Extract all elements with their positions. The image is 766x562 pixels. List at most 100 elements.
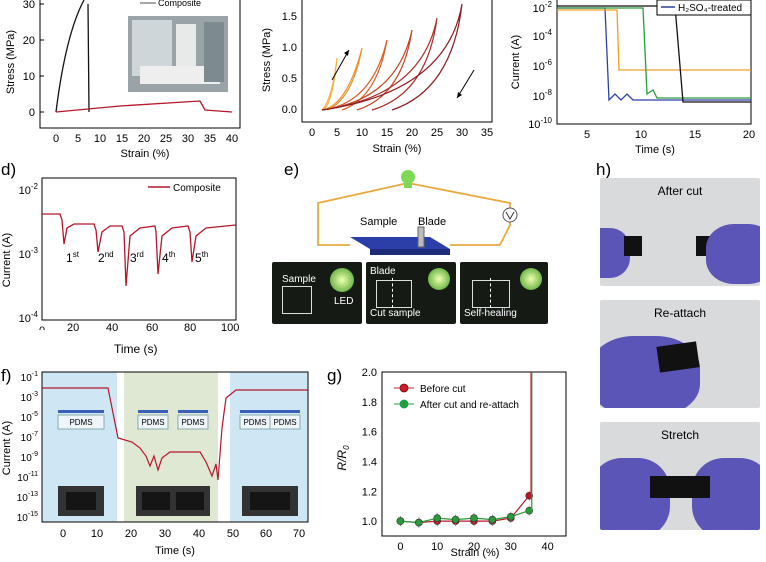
y-tick: 10-2 <box>19 182 39 197</box>
pdms-strip-2: PDMS PDMS <box>137 410 209 430</box>
y-tick: 0.0 <box>282 104 297 116</box>
x-tick: 0 <box>53 133 59 145</box>
x-tick: 35 <box>204 133 216 145</box>
y-tick: 1.0 <box>282 42 297 54</box>
y-tick: 1.8 <box>362 397 377 409</box>
y-axis-label: R/R0 <box>335 445 351 471</box>
inset-photo <box>128 16 228 92</box>
y-axis-label: Stress (MPa) <box>5 30 17 94</box>
x-tick: 40 <box>106 322 119 334</box>
y-axis-label: Current (A) <box>510 35 522 89</box>
x-tick: 40 <box>226 133 238 145</box>
legend-box <box>656 0 752 16</box>
x-tick: 5 <box>75 133 81 145</box>
x-tick: 20 <box>743 129 755 141</box>
x-tick: 80 <box>184 322 197 334</box>
axis-frame <box>556 0 752 125</box>
data-point <box>470 514 478 522</box>
y-tick: 10-4 <box>533 28 553 43</box>
panel-d-x-ticks: 20 40 60 80 100 <box>0 322 245 342</box>
panel-d-x-label: Time (s) <box>114 342 158 356</box>
x-tick: 15 <box>116 133 128 145</box>
y-tick: 10-9 <box>21 451 38 464</box>
data-point <box>396 517 405 525</box>
y-tick: 10-2 <box>533 0 553 15</box>
y-axis-label: Current (A) <box>1 421 13 475</box>
x-tick: 0 <box>309 127 315 139</box>
y-tick: 1.0 <box>362 516 377 528</box>
sample-block <box>350 237 450 249</box>
x-axis-label: Time (s) <box>155 545 195 557</box>
x-axis-label: Strain (%) <box>373 143 422 155</box>
y-tick: 10-7 <box>21 431 38 444</box>
y-tick: 10-3 <box>19 246 39 261</box>
x-tick: 20 <box>406 127 418 139</box>
unloading-arrow <box>456 69 475 99</box>
loop-10 <box>321 47 363 111</box>
x-tick: 60 <box>146 322 159 334</box>
panel-b-chart: 0.0 0.5 1.0 1.5 Stress (MPa) 0 5 10 15 2… <box>261 0 493 155</box>
legend-composite: Composite <box>158 0 201 8</box>
panel-a-chart: 0 10 20 30 Stress (MPa) 0 5 10 15 20 25 … <box>5 0 241 160</box>
x-tick: 0 <box>60 528 66 540</box>
cycle-label: 5th <box>195 250 208 265</box>
panel-g-chart: 1.0 1.2 1.4 1.6 1.8 2.0 0 10 20 30 40 R/R0 Strain… <box>335 367 567 559</box>
data-point <box>433 514 441 522</box>
x-tick: 30 <box>159 528 171 540</box>
x-axis-label: Strain (%) <box>451 547 500 559</box>
x-tick: 15 <box>381 127 393 139</box>
y-tick: 10-3 <box>21 391 38 404</box>
blade-icon <box>417 226 425 248</box>
y-tick: 1.4 <box>362 456 377 468</box>
red-stress-curve <box>55 100 233 113</box>
loop-15 <box>321 39 388 111</box>
svg-text:PDMS: PDMS <box>69 418 92 427</box>
y-tick: 10-8 <box>533 88 553 103</box>
x-tick: 25 <box>160 133 172 145</box>
panel-label-h: h) <box>596 160 612 179</box>
orange-trace <box>557 9 751 71</box>
panel-label-e: e) <box>284 160 300 179</box>
x-tick: 100 <box>221 322 240 334</box>
y-tick: 0 <box>29 107 35 119</box>
svg-text:PDMS: PDMS <box>243 418 266 427</box>
legend-after-cut: After cut and re-attach <box>420 400 519 411</box>
loading-arrow <box>331 49 350 81</box>
pdms-strip-1: PDMS <box>57 410 105 430</box>
x-tick: 40 <box>541 541 553 553</box>
x-tick: 20 <box>138 133 150 145</box>
x-tick: 30 <box>456 127 468 139</box>
x-tick: 25 <box>431 127 443 139</box>
photo-stretch: Stretch <box>600 422 760 530</box>
panel-label-d: d) <box>1 160 17 179</box>
x-tick: 0 <box>397 541 403 553</box>
x-tick: 5 <box>334 127 340 139</box>
data-point <box>415 518 423 527</box>
axis-frame <box>381 371 567 537</box>
y-ticks: 0 10 20 30 <box>23 0 35 119</box>
photo-after-cut: After cut <box>600 178 760 286</box>
current-trace <box>42 387 308 481</box>
svg-text:PDMS: PDMS <box>141 418 164 427</box>
loop-25 <box>321 17 438 111</box>
panel-label-f: f) <box>1 366 12 385</box>
cycle-label: 1st <box>66 250 80 265</box>
voltmeter-icon <box>502 207 518 223</box>
x-tick: 10 <box>91 528 103 540</box>
x-tick: 50 <box>227 528 239 540</box>
y-tick: 30 <box>23 0 35 11</box>
photo-reattach: Re-attach <box>600 300 760 408</box>
x-tick: 60 <box>260 528 272 540</box>
panel-label-g: g) <box>327 366 343 385</box>
y-tick: 10 <box>23 71 35 83</box>
legend-treated: H₂SO₄-treated <box>678 3 742 14</box>
led-photo-3: Self-healing <box>460 262 548 324</box>
y-tick: 1.6 <box>362 427 377 439</box>
x-tick: 0 <box>39 325 45 330</box>
panel-d-chart: 10-2 10-3 10-4 Current (A) 0 Composite 1… <box>1 177 237 330</box>
x-tick: 30 <box>182 133 194 145</box>
loop-5 <box>321 57 338 111</box>
x-tick: 40 <box>193 528 205 540</box>
x-tick: 35 <box>481 127 493 139</box>
cycle-label: 2nd <box>98 250 114 265</box>
